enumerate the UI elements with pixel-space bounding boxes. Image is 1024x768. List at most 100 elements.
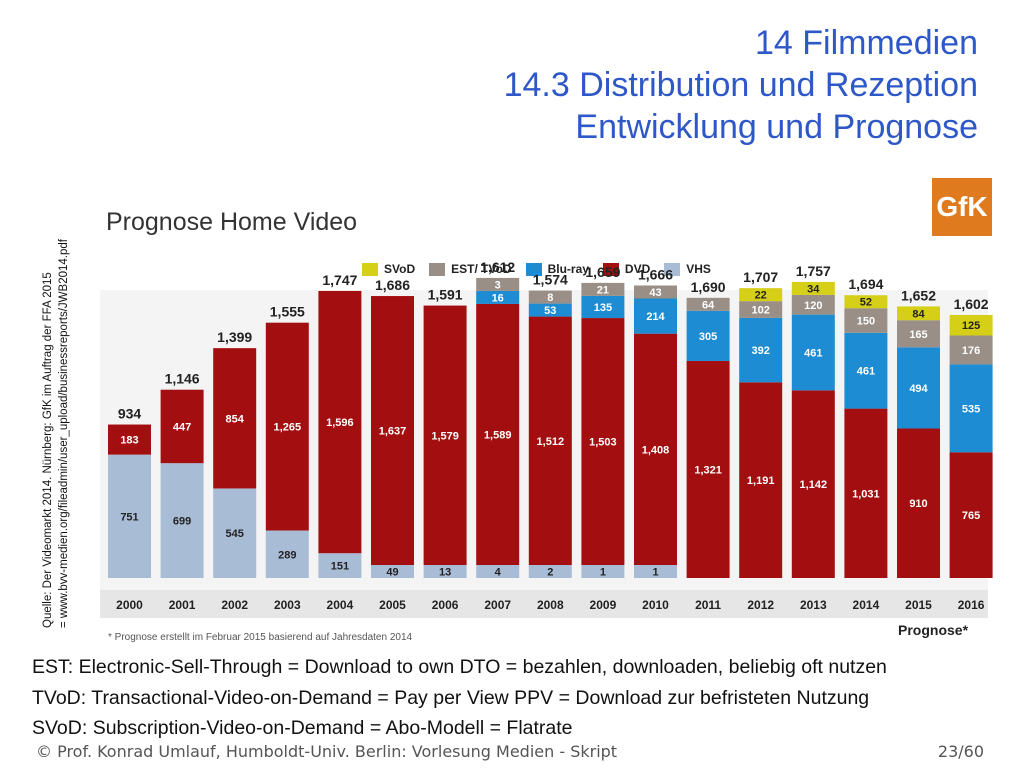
bar-vhs-2007 [476,565,520,578]
bar-dvd-2013 [791,390,835,578]
data-label-bluray-2013: 461 [804,347,822,359]
bar-bluray-2014 [844,332,888,409]
data-label-dvd-2012: 1,191 [747,475,775,487]
data-label-esttvod-2014: 150 [857,316,875,328]
bar-dvd-2008 [528,316,572,565]
bar-svod-2015 [897,306,940,321]
total-label-2012: 1,707 [743,269,778,285]
bar-svod-2013 [791,281,835,295]
data-label-bluray-2009: 135 [594,302,612,314]
prognose-label: Prognose* [898,622,969,638]
x-axis-band [100,590,988,618]
data-label-bluray-2007: 16 [492,292,504,304]
plot-background [100,290,988,590]
data-label-vhs-2000: 751 [120,511,138,523]
chart-footnote: * Prognose erstellt im Februar 2015 basi… [108,632,413,643]
total-label-2011: 1,690 [691,279,726,295]
legend-label-svod: SVoD [384,262,416,276]
bar-bluray-2015 [897,347,940,429]
bar-bluray-2013 [791,314,835,391]
data-label-esttvod-2011: 64 [702,299,715,311]
bar-vhs-2010 [634,565,677,578]
source-line-1: Quelle: Der Videomarkt 2014. Nürnberg: G… [42,272,54,628]
data-label-dvd-2009: 1,503 [589,437,617,449]
data-label-esttvod-2010: 43 [649,287,661,299]
page-number: 23/60 [937,742,984,761]
legend-item-est-tvod: EST/ TVoD [429,262,512,276]
bar-bluray-2011 [686,310,730,361]
data-label-esttvod-2016: 176 [962,345,980,357]
x-tick-label-2003: 2003 [274,598,301,612]
bar-vhs-2004 [318,553,362,578]
total-label-2001: 1,146 [165,371,200,387]
data-label-dvd-2013: 1,142 [800,479,828,491]
bar-svod-2012 [739,288,783,302]
data-label-dvd-2014: 1,031 [852,488,880,500]
data-label-bluray-2014: 461 [857,366,875,378]
data-label-dvd-2007: 1,589 [484,429,512,441]
bar-dvd-2010 [634,333,677,565]
chart-legend: SVoD EST/ TVoD Blu-ray DVD VHS [362,258,725,280]
bar-bluray-2008 [528,303,572,317]
data-label-vhs-2005: 49 [386,567,398,579]
legend-label-vhs: VHS [686,262,711,276]
data-label-svod-2012: 22 [755,290,767,302]
data-label-vhs-2003: 289 [278,549,296,561]
data-label-vhs-2002: 545 [226,528,244,540]
data-label-svod-2016: 125 [962,320,980,332]
bar-dvd-2004 [318,290,362,554]
data-label-dvd-2002: 854 [226,413,245,425]
legend-item-svod: SVoD [362,262,415,276]
bar-esttvod-2013 [791,294,835,315]
bar-esttvod-2009 [581,282,625,296]
total-label-2000: 934 [118,406,142,422]
bar-bluray-2007 [476,290,520,304]
data-label-dvd-2004: 1,596 [326,417,354,429]
bar-dvd-2012 [739,382,783,578]
bar-vhs-2008 [528,565,572,578]
x-tick-label-2006: 2006 [432,598,459,612]
bar-svod-2016 [949,314,993,336]
legend-swatch-svod [362,262,378,276]
note-est: EST: Electronic-Sell-Through = Download … [32,656,887,678]
x-tick-label-2009: 2009 [590,598,617,612]
bar-vhs-2005 [371,565,414,578]
data-label-dvd-2015: 910 [909,498,927,510]
x-tick-label-2000: 2000 [116,598,143,612]
data-label-esttvod-2013: 120 [804,300,822,312]
data-label-esttvod-2008: 8 [547,292,553,304]
bar-vhs-2009 [581,565,625,578]
footer-copyright: © Prof. Konrad Umlauf, Humboldt-Univ. Be… [36,742,618,761]
data-label-esttvod-2012: 102 [752,305,770,317]
definition-notes: EST: Electronic-Sell-Through = Download … [32,652,887,744]
source-line-2: = www.bvv-medien.org/fileadmin/user_uplo… [58,239,70,628]
x-tick-label-2004: 2004 [327,598,354,612]
bar-vhs-2003 [265,530,309,578]
chart-title: Prognose Home Video [106,208,358,236]
legend-swatch-dvd [602,262,619,276]
data-label-esttvod-2007: 3 [495,279,501,291]
data-label-vhs-2009: 1 [600,567,606,579]
legend-label-dvd: DVD [624,262,651,276]
data-label-vhs-2007: 4 [495,567,502,579]
bar-dvd-2015 [897,428,940,578]
bar-dvd-2016 [949,452,993,578]
bar-esttvod-2011 [686,297,730,311]
title-line-2: 14.3 Distribution und Rezeption [503,66,978,104]
bar-dvd-2002 [213,348,257,489]
logo-text: GfK [936,191,988,222]
bar-dvd-2003 [265,322,309,531]
total-label-2006: 1,591 [428,287,463,303]
legend-swatch-est-tvod [429,262,446,276]
bar-esttvod-2010 [634,285,677,299]
bar-svod-2014 [844,295,888,309]
data-label-dvd-2005: 1,637 [379,426,407,438]
x-tick-label-2001: 2001 [169,598,196,612]
x-tick-label-2013: 2013 [800,598,827,612]
x-tick-label-2007: 2007 [484,598,511,612]
title-line-3: Entwicklung und Prognose [575,108,978,146]
title-line-1: 14 Filmmedien [755,24,978,62]
bar-dvd-2014 [844,408,888,578]
data-label-svod-2015: 84 [912,308,925,320]
bar-vhs-2006 [423,565,467,578]
